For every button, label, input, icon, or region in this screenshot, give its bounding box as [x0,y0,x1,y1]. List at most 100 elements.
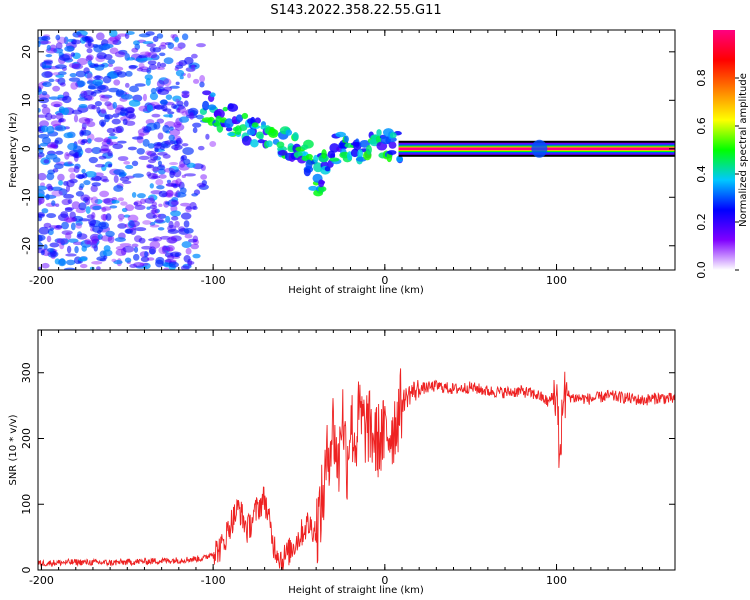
noise-speck [80,239,92,248]
noise-speck [170,210,181,217]
noise-speck [145,150,152,156]
noise-speck [84,238,91,245]
noise-speck [81,138,88,144]
noise-speck [71,39,82,45]
noise-speck [85,55,93,62]
noise-speck [55,203,60,207]
noise-speck [118,218,123,222]
signal-blob [251,122,259,128]
noise-speck [67,161,73,165]
noise-speck [157,132,164,140]
noise-speck [46,213,57,219]
noise-speck [117,213,125,220]
noise-speck [39,120,50,128]
noise-speck [162,245,168,251]
signal-blob [227,103,239,112]
noise-speck [172,95,182,102]
noise-speck [181,110,188,116]
noise-speck [91,212,96,220]
noise-speck [149,221,156,226]
noise-speck [114,35,122,41]
noise-speck [175,178,182,187]
noise-speck [179,75,184,80]
y-tick-label: 20 [20,45,33,59]
noise-speck [94,63,99,67]
noise-speck [145,31,155,36]
noise-speck [165,215,171,223]
noise-speck [154,147,159,153]
noise-speck [75,174,85,179]
noise-speck [158,174,167,179]
signal-blob [202,90,212,96]
noise-speck [75,70,86,78]
noise-speck [86,240,98,245]
noise-speck [107,63,114,68]
noise-speck [92,44,99,49]
noise-speck [113,169,125,175]
noise-speck [84,118,94,122]
y-tick-label: -20 [20,237,33,255]
noise-speck [151,113,161,118]
snr-plot [38,368,675,570]
noise-speck [123,214,131,218]
noise-speck [196,114,204,120]
noise-speck [112,39,122,46]
noise-speck [200,174,208,180]
noise-speck [90,184,98,193]
noise-speck [157,160,163,167]
noise-speck [94,176,102,181]
noise-speck [156,61,161,69]
noise-speck [190,243,200,250]
noise-speck [124,82,130,88]
noise-speck [41,71,53,79]
noise-speck [70,52,76,57]
signal-blob [376,129,382,137]
noise-speck [45,53,53,58]
noise-speck [114,51,126,58]
x-tick-label: -200 [29,574,54,587]
noise-speck [69,172,76,180]
noise-speck [168,162,179,166]
noise-speck [80,90,88,98]
noise-speck [144,74,153,81]
noise-speck [86,121,96,128]
noise-speck [167,199,179,208]
noise-speck [93,244,98,252]
snr-y-axis-label: SNR (10 * v/v) [8,414,19,485]
y-tick-label: 300 [20,362,33,383]
noise-speck [38,197,45,205]
noise-speck [95,32,105,41]
noise-speck [175,137,183,145]
carrier-blob [531,139,548,158]
noise-speck [41,262,50,269]
noise-speck [166,189,174,197]
noise-speck [76,58,88,66]
noise-speck [134,227,147,232]
noise-speck [41,91,48,96]
noise-speck [133,201,139,206]
noise-speck [73,114,79,123]
noise-speck [116,71,127,78]
noise-speck [60,211,69,218]
noise-speck [131,136,144,140]
noise-speck [173,121,182,128]
noise-speck [157,227,165,231]
noise-speck [97,84,109,93]
noise-speck [100,108,107,114]
noise-speck [63,36,69,45]
noise-speck [136,147,145,155]
noise-speck [191,64,196,71]
noise-speck [65,259,76,266]
noise-speck [46,235,52,243]
colorbar: 0.0 0.2 0.4 0.6 0.8 Normalized spectral ampl… [695,30,749,279]
noise-speck [58,118,65,123]
noise-speck [40,249,45,256]
noise-speck [131,192,137,198]
noise-speck [68,77,81,82]
noise-speck [173,147,179,151]
signal-blob [357,149,363,159]
noise-speck [38,108,41,113]
noise-speck [109,47,119,55]
y-tick-label: 100 [20,494,33,515]
noise-speck [107,235,115,244]
